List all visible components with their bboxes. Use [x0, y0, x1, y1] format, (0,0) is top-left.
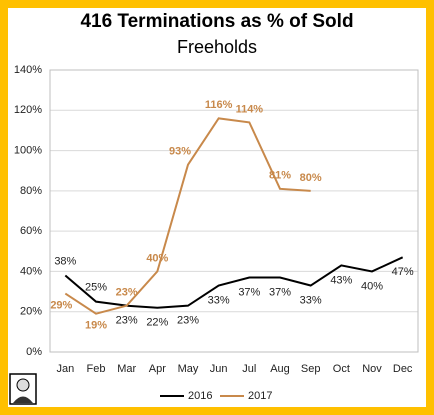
y-tick-label: 80%: [20, 185, 42, 197]
data-label: 23%: [116, 315, 138, 327]
x-tick-label: Jan: [56, 363, 74, 375]
logo: [9, 373, 37, 405]
legend-label: 2017: [248, 390, 272, 402]
x-tick-label: Feb: [87, 363, 106, 375]
data-label: 40%: [361, 280, 383, 292]
chart-subtitle: Freeholds: [177, 37, 257, 57]
chart-title: 416 Terminations as % of Sold: [80, 11, 353, 32]
data-label: 23%: [177, 315, 199, 327]
series-line: [64, 256, 404, 309]
y-tick-label: 40%: [20, 265, 42, 277]
data-label: 43%: [330, 274, 352, 286]
data-label: 116%: [205, 99, 233, 111]
y-tick-label: 120%: [14, 104, 42, 116]
data-label: 114%: [236, 103, 264, 115]
y-tick-label: 0%: [26, 346, 42, 358]
x-tick-label: Dec: [393, 363, 413, 375]
plot-border: [49, 69, 419, 353]
x-tick-label: Nov: [362, 363, 382, 375]
x-tick-label: Sep: [301, 363, 321, 375]
data-label: 37%: [238, 286, 260, 298]
data-label: 23%: [116, 287, 138, 299]
data-label: 33%: [300, 294, 322, 306]
data-label: 40%: [146, 252, 168, 264]
x-tick-label: May: [178, 363, 199, 375]
y-tick-label: 100%: [14, 144, 42, 156]
y-tick-label: 140%: [14, 64, 42, 76]
x-tick-label: Oct: [333, 363, 350, 375]
data-label: 38%: [54, 255, 76, 267]
data-label: 19%: [85, 320, 107, 332]
data-label: 93%: [169, 146, 191, 158]
x-tick-label: Mar: [117, 363, 136, 375]
data-label: 81%: [269, 170, 291, 182]
data-label: 37%: [269, 286, 291, 298]
series-line: [64, 117, 311, 315]
data-label: 33%: [208, 294, 230, 306]
data-label: 29%: [50, 299, 72, 311]
data-label: 22%: [146, 317, 168, 329]
data-label: 47%: [392, 266, 414, 278]
chart-background: [8, 8, 426, 407]
data-label: 25%: [85, 282, 107, 294]
y-tick-label: 20%: [20, 306, 42, 318]
legend-label: 2016: [188, 390, 212, 402]
x-tick-label: Jun: [210, 363, 228, 375]
data-label: 80%: [300, 172, 322, 184]
x-tick-label: Apr: [149, 363, 166, 375]
x-tick-label: Jul: [242, 363, 256, 375]
x-tick-label: Aug: [270, 363, 290, 375]
y-tick-label: 60%: [20, 225, 42, 237]
